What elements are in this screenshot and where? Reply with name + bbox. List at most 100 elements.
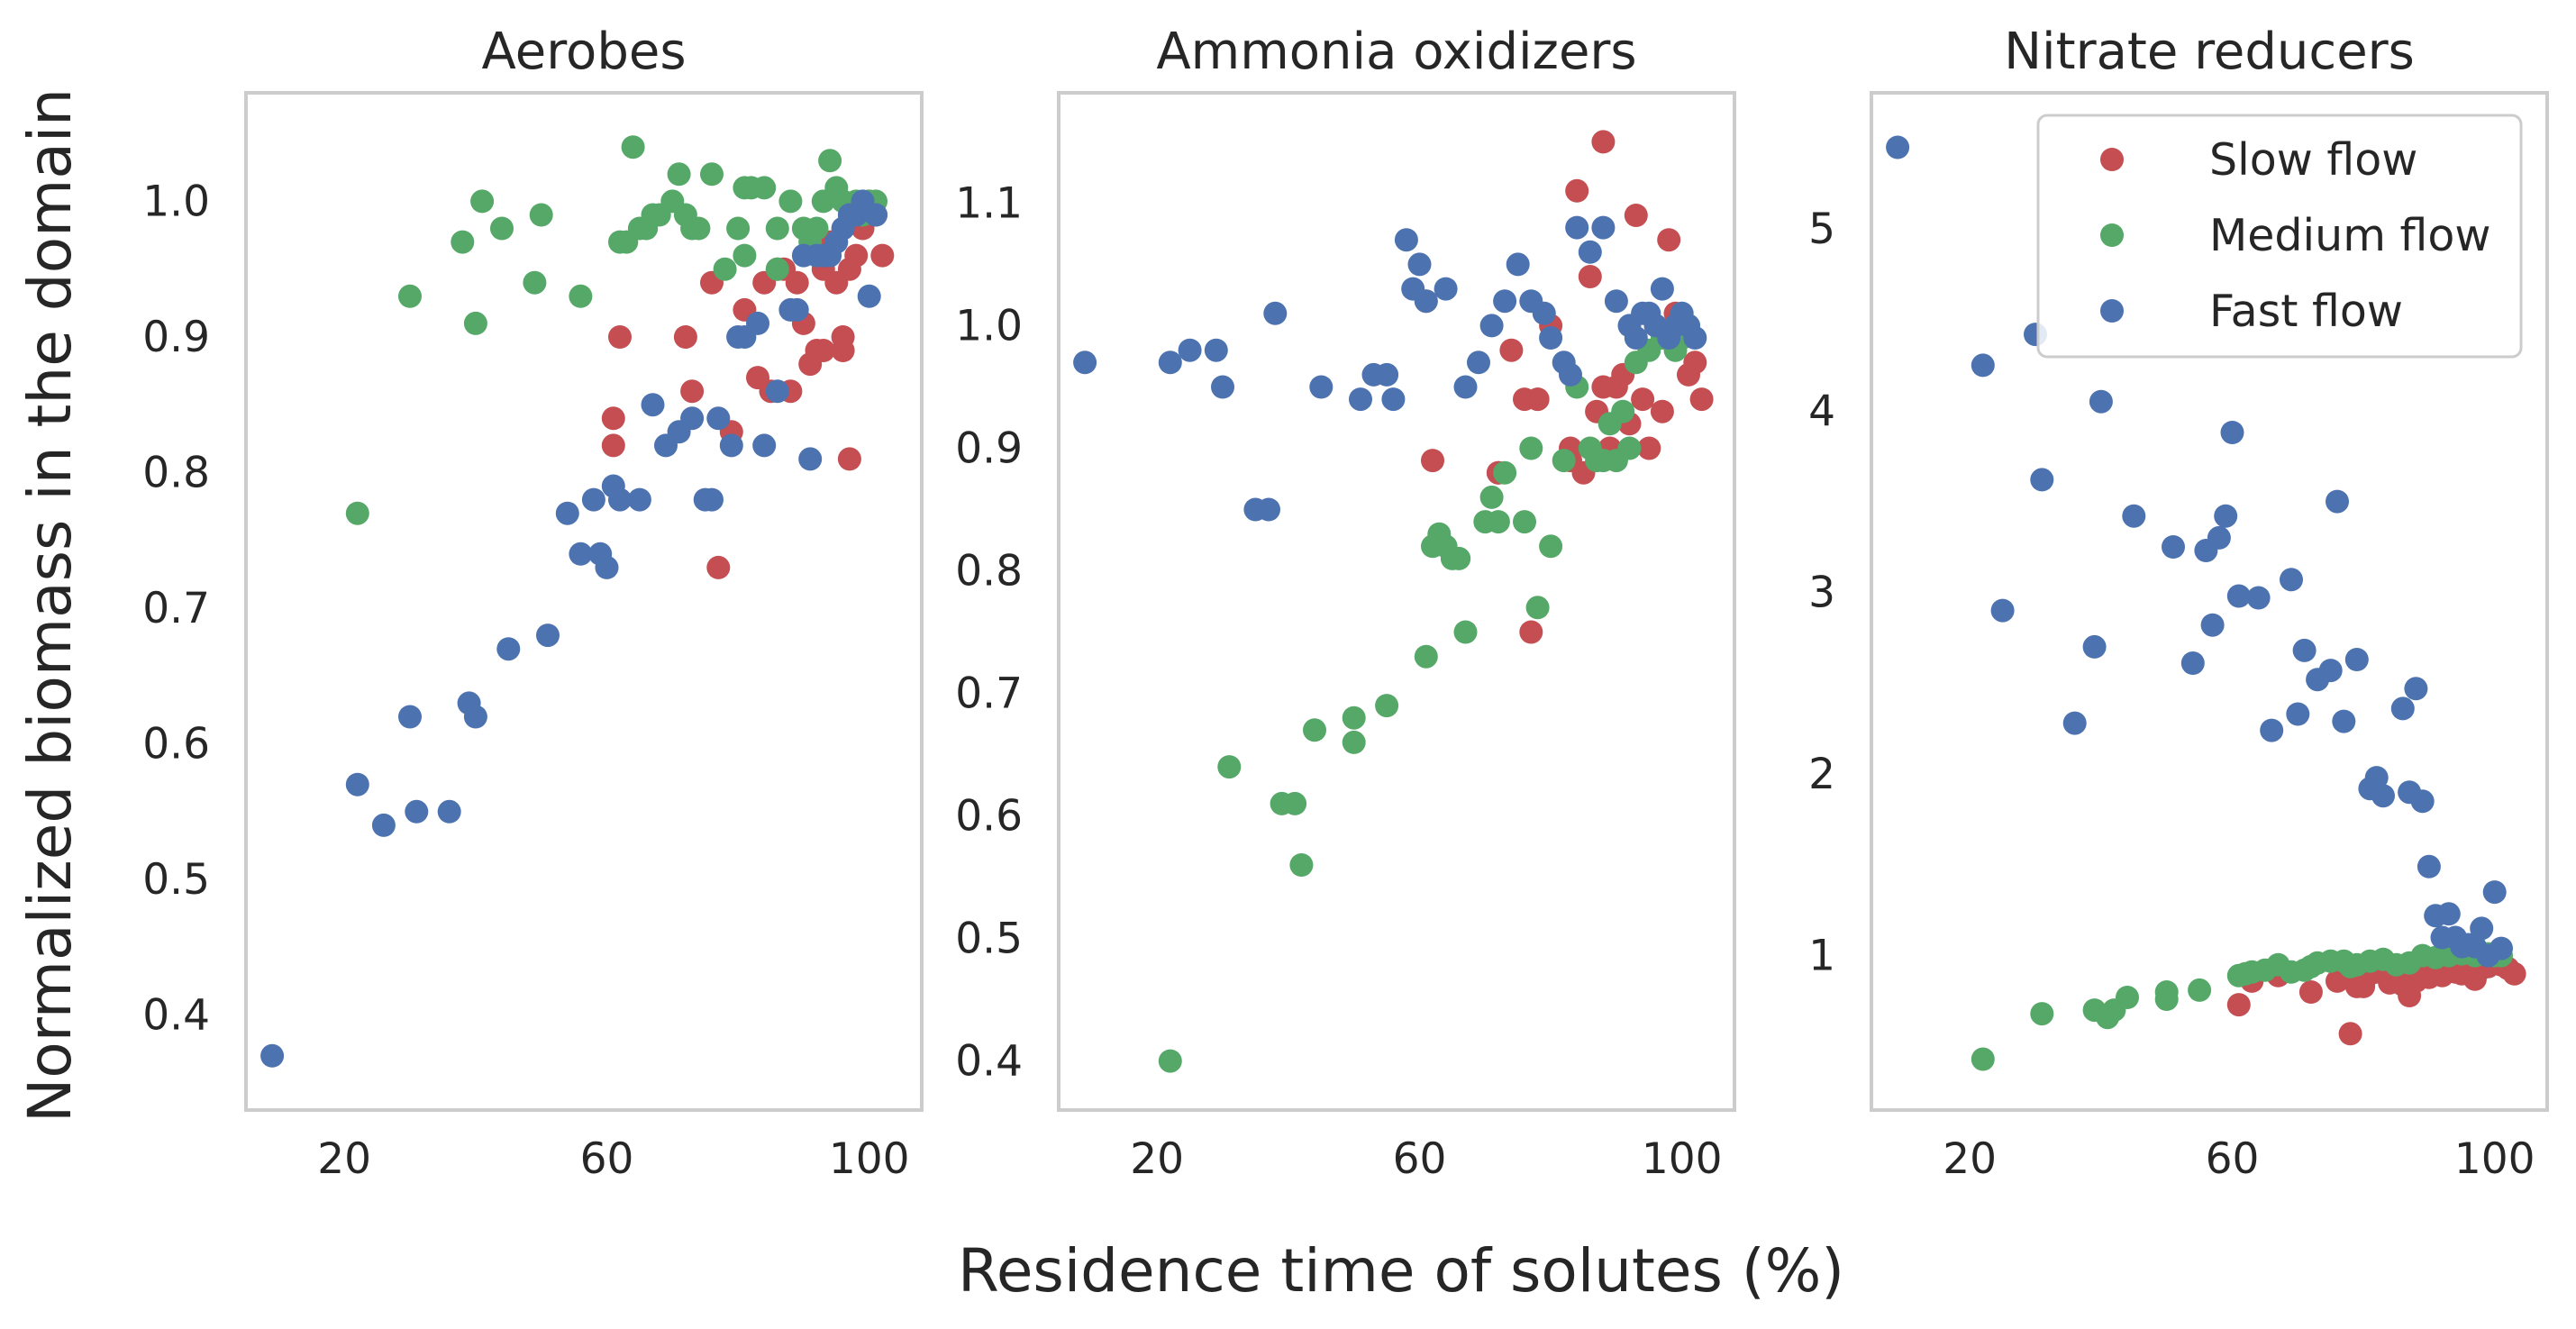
panel-nitrate-reducers-fast-flow-point (2260, 718, 2284, 742)
panel-aerobes-medium-flow-point (818, 149, 842, 173)
panel-nitrate-reducers-fast-flow-point (2214, 504, 2238, 528)
panel-aerobes-fast-flow-point (798, 447, 823, 471)
panel-ammonia-oxidizers-x-tick-label: 100 (1642, 1134, 1723, 1184)
panel-aerobes-fast-flow-point (463, 705, 487, 729)
panel-nitrate-reducers-frame (1870, 91, 2549, 1112)
panel-aerobes-medium-flow-point (523, 270, 547, 295)
panel-ammonia-oxidizers: Ammonia oxidizers 20 60 100 0.4 0.5 0.6 0.7 0.8 0… (955, 23, 1736, 1184)
panel-ammonia-oxidizers-fast-flow-point (1407, 252, 1432, 277)
panel-aerobes: Aerobes 20 60 100 0.4 0.5 0.6 0.7 0.8 0.9 1.0 (142, 23, 924, 1184)
panel-nitrate-reducers-fast-flow-point (2162, 535, 2185, 559)
panel-nitrate-reducers-fast-flow-point (2390, 696, 2415, 721)
legend-marker-medium-flow (2100, 223, 2124, 247)
panel-aerobes-slow-flow-point (601, 433, 625, 458)
panel-aerobes-fast-flow-point (627, 487, 651, 512)
panel-nitrate-reducers-medium-flow-point (2338, 954, 2362, 979)
panel-ammonia-oxidizers-medium-flow-point (1283, 791, 1307, 815)
panel-aerobes-fast-flow-point (746, 311, 769, 335)
panel-ammonia-oxidizers-medium-flow-point (1342, 705, 1366, 730)
panel-ammonia-oxidizers-medium-flow-point (1519, 436, 1543, 460)
panel-aerobes-y-tick-label: 0.9 (142, 313, 210, 362)
panel-aerobes-fast-flow-point (680, 406, 705, 431)
panel-aerobes-medium-flow-point (700, 162, 724, 187)
panel-nitrate-reducers-medium-flow-point (1971, 1047, 1995, 1071)
panel-ammonia-oxidizers-slow-flow-point (1637, 436, 1661, 460)
panel-nitrate-reducers-fast-flow-point (2404, 677, 2428, 701)
panel-ammonia-oxidizers-medium-flow-point (1479, 485, 1504, 509)
panel-ammonia-oxidizers-fast-flow-point (1211, 375, 1234, 399)
panel-nitrate-reducers: Nitrate reducers 20 60 100 1 2 3 4 5 (1808, 23, 2549, 1184)
panel-aerobes-fast-flow-point (260, 1043, 285, 1068)
panel-aerobes-frame (244, 91, 924, 1112)
panel-ammonia-oxidizers-medium-flow-point (1552, 449, 1576, 473)
panel-nitrate-reducers-fast-flow-point (2410, 789, 2435, 814)
panel-ammonia-oxidizers-medium-flow-point (1289, 853, 1314, 877)
panel-aerobes-x-tick-label: 100 (829, 1134, 910, 1184)
panel-nitrate-reducers-slow-flow-point (2502, 961, 2526, 986)
panel-ammonia-oxidizers-fast-flow-point (1479, 314, 1504, 338)
panel-aerobes-slow-flow-point (837, 447, 861, 471)
panel-ammonia-oxidizers-y-tick-label: 0.5 (955, 915, 1023, 964)
legend-label-fast-flow: Fast flow (2209, 286, 2403, 337)
panel-ammonia-oxidizers-y-tick-label: 0.8 (955, 547, 1023, 596)
panel-nitrate-reducers-medium-flow-point (2030, 1002, 2054, 1026)
panel-nitrate-reducers-slow-flow-point (2226, 993, 2251, 1017)
panel-aerobes-y-tick-label: 0.5 (142, 855, 210, 905)
panel-ammonia-oxidizers-slow-flow-point (1650, 399, 1674, 423)
panel-ammonia-oxidizers-title: Ammonia oxidizers (1156, 23, 1636, 81)
panel-ammonia-oxidizers-frame (1057, 91, 1736, 1112)
panel-aerobes-fast-flow-point (437, 799, 461, 824)
panel-aerobes-medium-flow-point (805, 216, 829, 241)
panel-nitrate-reducers-fast-flow-point (2200, 613, 2225, 637)
panel-nitrate-reducers-fast-flow-point (2371, 784, 2395, 808)
panel-nitrate-reducers-fast-flow-point (2318, 659, 2343, 683)
legend: Slow flow Medium flow Fast flow (2036, 114, 2523, 359)
panel-aerobes-fast-flow-point (719, 433, 743, 458)
panel-nitrate-reducers-y-tick-label: 1 (1808, 932, 1835, 981)
panel-ammonia-oxidizers-fast-flow-point (1375, 362, 1399, 387)
panel-nitrate-reducers-slow-flow-point (2338, 1022, 2362, 1046)
panel-aerobes-y-tick-label: 1.0 (142, 177, 210, 226)
panel-nitrate-reducers-fast-flow-point (2344, 648, 2369, 671)
panel-aerobes-slow-flow-point (870, 243, 895, 268)
panel-nitrate-reducers-fast-flow-point (2482, 880, 2507, 905)
panel-ammonia-oxidizers-slow-flow-point (1519, 620, 1543, 644)
panel-aerobes-medium-flow-point (569, 284, 593, 308)
panel-ammonia-oxidizers-medium-flow-point (1447, 546, 1471, 570)
panel-aerobes-fast-flow-point (765, 379, 789, 404)
panel-ammonia-oxidizers-fast-flow-point (1604, 289, 1628, 314)
panel-aerobes-medium-flow-point (713, 257, 737, 281)
panel-aerobes-medium-flow-point (765, 216, 789, 241)
panel-aerobes-medium-flow-point (614, 230, 639, 254)
panel-ammonia-oxidizers-medium-flow-point (1217, 755, 1242, 779)
legend-marker-slow-flow (2100, 148, 2124, 171)
panel-nitrate-reducers-fast-flow-point (2089, 389, 2113, 414)
panel-nitrate-reducers-fast-flow-point (2364, 766, 2389, 790)
panel-nitrate-reducers-slow-flow-point (2298, 980, 2323, 1004)
panel-ammonia-oxidizers-fast-flow-point (1467, 350, 1490, 375)
y-axis-label: Normalized biomass in the domain (15, 88, 85, 1123)
panel-nitrate-reducers-y-tick-label: 4 (1808, 387, 1835, 436)
panel-aerobes-fast-flow-point (785, 297, 809, 322)
panel-ammonia-oxidizers-medium-flow-point (1303, 718, 1326, 742)
panel-nitrate-reducers-y-tick-label: 5 (1808, 205, 1835, 254)
panel-aerobes-slow-flow-point (831, 339, 855, 362)
panel-aerobes-slow-flow-point (608, 325, 632, 349)
panel-ammonia-oxidizers-fast-flow-point (1650, 277, 1674, 301)
legend-box (2036, 114, 2523, 359)
panel-ammonia-oxidizers-x-tick-label: 20 (1130, 1134, 1184, 1184)
legend-label-medium-flow: Medium flow (2209, 210, 2490, 261)
panel-ammonia-oxidizers-medium-flow-point (1375, 694, 1399, 718)
panel-ammonia-oxidizers-fast-flow-point (1578, 240, 1602, 264)
panel-aerobes-medium-flow-point (490, 216, 514, 241)
panel-aerobes-medium-flow-point (451, 230, 475, 254)
panel-nitrate-reducers-fast-flow-point (2122, 504, 2146, 528)
panel-ammonia-oxidizers-medium-flow-point (1513, 510, 1536, 534)
panel-nitrate-reducers-fast-flow-point (2292, 638, 2317, 662)
panel-nitrate-reducers-y-tick-label: 3 (1808, 568, 1835, 617)
panel-ammonia-oxidizers-fast-flow-point (1565, 215, 1589, 240)
panel-ammonia-oxidizers-y-tick-label: 0.9 (955, 424, 1023, 474)
panel-nitrate-reducers-fast-flow-point (2326, 489, 2349, 514)
panel-ammonia-oxidizers-fast-flow-point (1263, 301, 1288, 325)
panel-aerobes-fast-flow-point (752, 433, 777, 458)
